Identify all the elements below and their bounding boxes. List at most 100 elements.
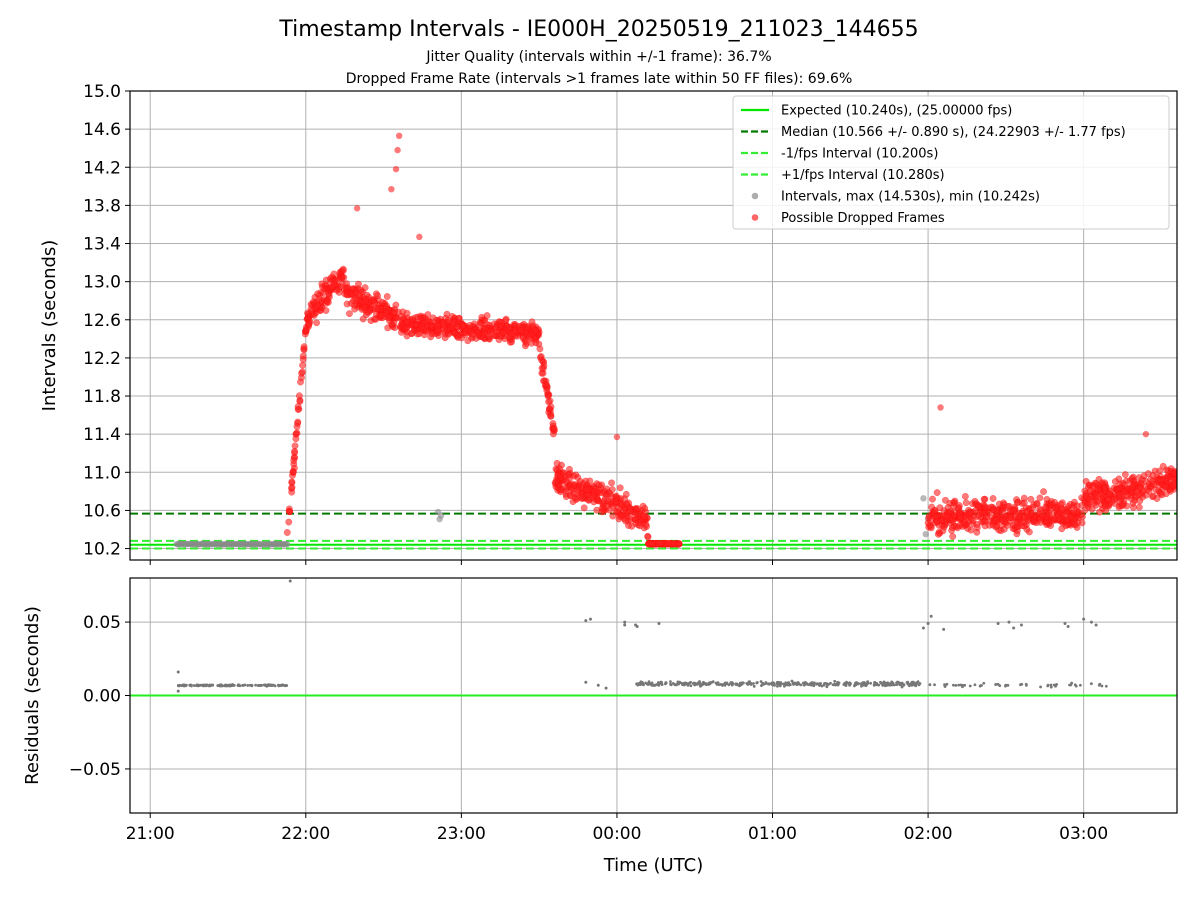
dropped-frame-point — [603, 502, 611, 510]
dropped-frame-point — [383, 293, 391, 300]
residual-point — [1097, 683, 1101, 687]
residual-point — [857, 682, 860, 685]
residual-point — [762, 683, 765, 686]
residual-point — [695, 682, 699, 686]
dropped-frame-point — [492, 324, 500, 332]
residual-point — [263, 683, 266, 687]
figure-subtitle-dropped: Dropped Frame Rate (intervals >1 frames … — [346, 71, 853, 87]
residual-point — [770, 682, 774, 686]
dropped-frame-point — [350, 297, 357, 305]
dropped-frame-point — [1194, 486, 1200, 492]
y-tick-label: 10.2 — [83, 540, 121, 560]
dropped-frame-point — [1128, 474, 1136, 482]
dropped-frame-point — [961, 518, 969, 526]
dropped-frame-point — [528, 339, 535, 347]
dropped-frame-point — [1184, 472, 1190, 478]
dropped-frame-point — [1066, 500, 1074, 508]
dropped-frame-point — [421, 318, 429, 325]
residual-point — [882, 680, 886, 684]
residual-point — [645, 682, 649, 686]
dropped-frame-point — [313, 319, 321, 327]
residual-point — [900, 681, 904, 685]
dropped-frame-point — [675, 540, 683, 548]
residual-point — [907, 684, 911, 688]
dropped-frame-point — [980, 495, 988, 503]
x-axis-label: Time (UTC) — [603, 855, 704, 876]
residual-point — [1089, 682, 1093, 686]
residual-point — [854, 681, 857, 685]
dropped-frame-point — [627, 506, 635, 514]
legend-label: Intervals, max (14.530s), min (10.242s) — [781, 190, 1040, 205]
dropped-frame-point — [1184, 476, 1190, 482]
residual-point — [910, 680, 914, 684]
plot-area — [130, 579, 1177, 697]
dropped-frame-point — [323, 298, 331, 306]
residual-point — [794, 682, 798, 685]
dropped-frame-point — [314, 290, 322, 298]
plot-area — [130, 132, 1200, 550]
dropped-frame-point — [374, 292, 381, 300]
dropped-frame-point — [517, 327, 525, 335]
residual-point — [834, 683, 837, 687]
residual-point — [279, 684, 283, 687]
y-tick-label: 12.6 — [83, 311, 121, 331]
residual-point — [902, 683, 906, 687]
dropped-frame-point — [1191, 486, 1197, 492]
residual-point — [285, 684, 289, 687]
dropped-frame-point — [1187, 479, 1193, 485]
dropped-frame-point — [948, 526, 956, 534]
dropped-frame-point — [1179, 488, 1185, 494]
dropped-frame-point — [359, 315, 367, 323]
dropped-frame-point — [384, 324, 392, 332]
dropped-frame-point — [1051, 498, 1059, 506]
dropped-frame-point — [361, 284, 369, 292]
dropped-frame-point — [500, 329, 508, 337]
residual-point — [961, 683, 964, 687]
dropped-frame-point — [634, 505, 642, 513]
residual-point — [815, 682, 819, 685]
residual-point — [799, 683, 803, 687]
dropped-frame-point — [1121, 488, 1128, 496]
dropped-frame-point — [583, 485, 590, 493]
dropped-frame-point — [1042, 503, 1049, 511]
dropped-frame-point — [335, 288, 343, 296]
dropped-frame-point — [1101, 502, 1109, 510]
y-tick-label: 12.2 — [83, 349, 121, 369]
y-tick-label: 0.00 — [83, 687, 121, 707]
residual-point — [1024, 683, 1028, 687]
residual-point — [676, 680, 680, 684]
residual-point — [752, 682, 755, 685]
dropped-frame-point — [305, 321, 312, 329]
dropped-frame-point — [382, 304, 390, 312]
dropped-frame-point — [1127, 494, 1135, 502]
x-tick-label: 23:00 — [437, 824, 486, 844]
residual-point — [825, 685, 829, 689]
dropped-frame-point — [981, 517, 989, 525]
residual-point — [968, 684, 972, 688]
dropped-frame-point — [981, 504, 989, 512]
dropped-frame-point — [473, 329, 481, 337]
dropped-frame-point — [418, 323, 426, 331]
x-tick-label: 21:00 — [126, 824, 175, 844]
dropped-frame-point — [365, 308, 373, 316]
residual-point — [681, 683, 684, 687]
dropped-frame-point — [1078, 519, 1086, 527]
dropped-frame-point — [1187, 491, 1193, 497]
dropped-frame-point — [538, 356, 546, 364]
dropped-frame-point — [1193, 491, 1199, 497]
dropped-frame-point — [965, 510, 973, 518]
residual-point — [208, 684, 212, 688]
residual-point — [917, 683, 921, 687]
residual-point — [238, 684, 242, 688]
x-tick-label: 02:00 — [904, 824, 953, 844]
dropped-frame-point — [361, 303, 369, 311]
dropped-frame-point — [608, 479, 616, 487]
dropped-frame-point — [1196, 484, 1200, 490]
dropped-frame-point — [1193, 486, 1199, 492]
residual-point — [844, 684, 848, 688]
residual-point — [584, 680, 588, 684]
dropped-frame-point — [519, 333, 527, 341]
dropped-frame-point — [1180, 475, 1186, 481]
residual-point — [258, 684, 262, 687]
dropped-frame-point — [929, 495, 936, 503]
